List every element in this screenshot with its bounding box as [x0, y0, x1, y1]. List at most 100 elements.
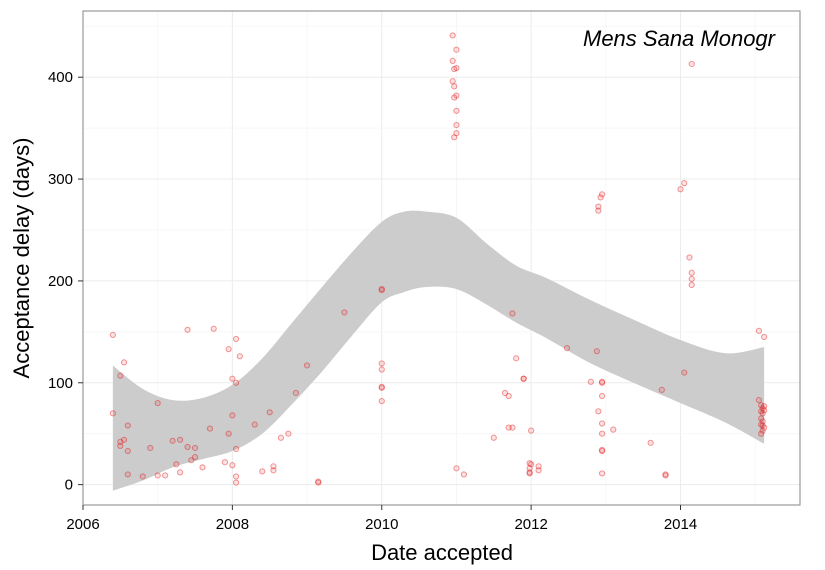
data-point [342, 310, 347, 315]
data-point [599, 421, 604, 426]
data-point [140, 474, 145, 479]
data-point [192, 455, 197, 460]
data-point [599, 448, 604, 453]
data-point [293, 390, 298, 395]
data-point [379, 361, 384, 366]
data-point [762, 334, 767, 339]
data-point [521, 376, 526, 381]
y-tick-label: 400 [48, 69, 73, 86]
data-point [450, 79, 455, 84]
data-point [461, 472, 466, 477]
x-axis-title: Date accepted [371, 540, 513, 565]
data-point [379, 287, 384, 292]
data-point [200, 465, 205, 470]
data-point [682, 370, 687, 375]
data-point [234, 380, 239, 385]
data-point [260, 469, 265, 474]
data-point [121, 360, 126, 365]
data-point [121, 437, 126, 442]
data-point [648, 440, 653, 445]
data-point [379, 385, 384, 390]
data-point [594, 349, 599, 354]
data-point [271, 464, 276, 469]
data-point [599, 471, 604, 476]
y-tick-label: 100 [48, 375, 73, 392]
data-point [226, 347, 231, 352]
data-point [379, 399, 384, 404]
confidence-band [113, 211, 764, 491]
data-point [599, 192, 604, 197]
data-point [588, 379, 593, 384]
data-point [529, 428, 534, 433]
x-tick-label: 2008 [216, 516, 249, 533]
data-point [452, 135, 457, 140]
data-point [125, 472, 130, 477]
data-point [226, 431, 231, 436]
data-point [510, 425, 515, 430]
data-point [450, 58, 455, 63]
data-point [110, 332, 115, 337]
data-point [687, 255, 692, 260]
data-point [756, 328, 761, 333]
data-point [536, 468, 541, 473]
data-point [207, 426, 212, 431]
data-point [452, 95, 457, 100]
data-point [230, 413, 235, 418]
data-point [678, 187, 683, 192]
data-point [222, 460, 227, 465]
data-point [125, 423, 130, 428]
data-point [689, 282, 694, 287]
data-point [756, 397, 761, 402]
data-point [510, 311, 515, 316]
data-point [611, 427, 616, 432]
data-point [663, 473, 668, 478]
data-point [234, 474, 239, 479]
data-point [599, 379, 604, 384]
data-point [454, 122, 459, 127]
y-tick-label: 300 [48, 171, 73, 188]
data-point [230, 463, 235, 468]
x-tick-label: 2014 [664, 516, 697, 533]
data-point [689, 276, 694, 281]
data-point [304, 363, 309, 368]
data-point [599, 393, 604, 398]
data-point [759, 431, 764, 436]
data-point [155, 401, 160, 406]
data-point [450, 33, 455, 38]
y-tick-label: 0 [65, 477, 73, 494]
data-point [192, 445, 197, 450]
data-point [452, 84, 457, 89]
data-point [252, 422, 257, 427]
data-point [234, 336, 239, 341]
data-point [177, 437, 182, 442]
data-point [599, 431, 604, 436]
data-point [316, 480, 321, 485]
y-tick-label: 200 [48, 273, 73, 290]
data-point [454, 47, 459, 52]
data-point [118, 373, 123, 378]
data-point [760, 411, 765, 416]
data-point [759, 422, 764, 427]
data-point [491, 435, 496, 440]
data-point [170, 438, 175, 443]
data-point [185, 327, 190, 332]
data-point [596, 409, 601, 414]
data-point [267, 410, 272, 415]
x-tick-label: 2012 [514, 516, 547, 533]
band-layer [113, 211, 764, 491]
data-point [286, 431, 291, 436]
data-point [689, 270, 694, 275]
data-point [185, 444, 190, 449]
data-point [564, 346, 569, 351]
data-point [454, 108, 459, 113]
data-point [237, 354, 242, 359]
y-axis-title: Acceptance delay (days) [9, 138, 34, 379]
data-point [596, 204, 601, 209]
data-point [148, 445, 153, 450]
data-point [379, 367, 384, 372]
data-point [174, 462, 179, 467]
data-point [234, 446, 239, 451]
data-point [529, 462, 534, 467]
data-point [454, 466, 459, 471]
data-point [177, 470, 182, 475]
